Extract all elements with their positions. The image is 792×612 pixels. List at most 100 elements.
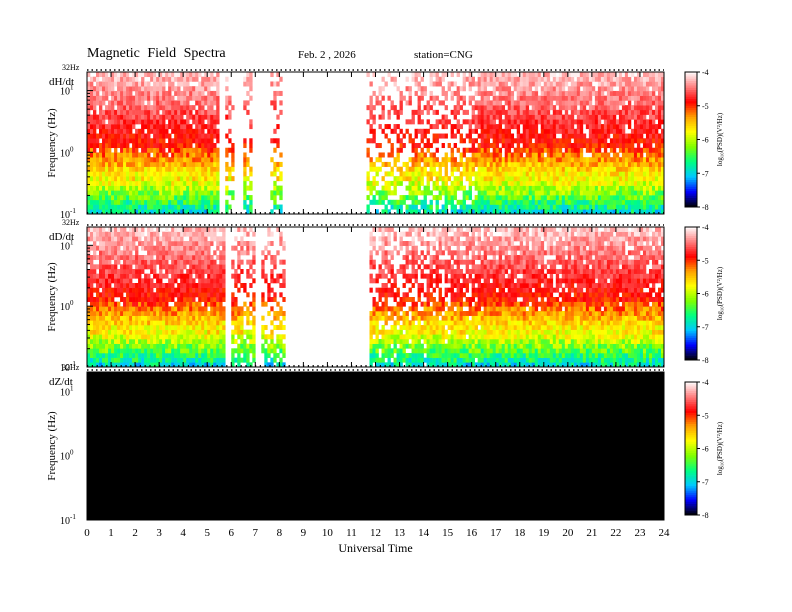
spectrogram-cell [519, 133, 524, 139]
spectrogram-cell [117, 259, 121, 265]
spectrogram-cell [414, 209, 418, 215]
spectrogram-cell [117, 119, 121, 125]
spectrogram-cell [114, 362, 118, 368]
spectrogram-cell [177, 292, 181, 298]
spectrogram-cell [660, 185, 665, 191]
spectrogram-cell [180, 357, 184, 363]
spectrogram-cell [555, 114, 560, 120]
spectrogram-cell [93, 255, 97, 260]
spectrogram-cell [105, 161, 109, 167]
spectrogram-cell [159, 86, 163, 92]
spectrogram-cell [165, 320, 169, 326]
spectrogram-cell [195, 325, 199, 330]
spectrogram-cell [132, 236, 136, 242]
spectrogram-cell [525, 152, 530, 158]
spectrogram-cell [141, 204, 145, 210]
spectrogram-cell [510, 176, 515, 182]
spectrogram-cell [120, 320, 124, 326]
spectrogram-cell [162, 250, 166, 256]
spectrogram-cell [540, 72, 545, 78]
spectrogram-cell [111, 362, 115, 368]
spectrogram-cell [201, 334, 205, 340]
spectrogram-cell [480, 152, 484, 158]
spectrogram-cell [159, 209, 163, 215]
spectrogram-cell [543, 171, 548, 177]
spectrogram-cell [225, 199, 229, 205]
spectrogram-cell [165, 143, 169, 149]
spectrogram-cell [150, 72, 154, 78]
spectrogram-cell [177, 190, 181, 196]
colorbar-label: log₁₀(PSD)(V²/Hz) [716, 112, 724, 166]
spectrogram-cell [216, 95, 220, 101]
spectrogram-cell [417, 86, 421, 92]
spectrogram-cell [135, 353, 139, 358]
spectrogram-cell [390, 152, 394, 158]
spectrogram-cell [90, 199, 94, 205]
spectrogram-cell [156, 152, 160, 158]
spectrogram-cell [525, 185, 530, 191]
spectrogram-cell [90, 119, 94, 125]
spectrogram-cell [468, 166, 472, 172]
spectrogram-cell [153, 320, 157, 326]
spectrogram-cell [642, 114, 647, 120]
spectrogram-cell [171, 147, 175, 153]
spectrogram-cell [201, 109, 205, 115]
spectrogram-cell [210, 128, 214, 134]
spectrogram-cell [186, 227, 190, 232]
spectrogram-cell [648, 157, 653, 163]
spectrogram-cell [177, 72, 181, 78]
spectrogram-cell [171, 306, 175, 312]
spectrogram-cell [144, 143, 148, 149]
spectrogram-cell [474, 161, 478, 167]
spectrogram-cell [555, 199, 560, 205]
spectrogram-cell [456, 105, 460, 111]
spectrogram-cell [114, 315, 118, 321]
spectrogram-cell [189, 124, 193, 130]
spectrogram-cell [555, 161, 560, 167]
spectrogram-cell [441, 90, 445, 96]
spectrogram-cell [156, 301, 160, 307]
spectrogram-cell [114, 343, 118, 349]
spectrogram-cell [549, 81, 554, 87]
spectrogram-cell [183, 90, 187, 96]
spectrogram-cell [177, 138, 181, 144]
spectrogram-cell [540, 176, 545, 182]
spectrogram-cell [165, 325, 169, 330]
spectrogram-cell [498, 76, 503, 82]
spectrogram-cell [519, 138, 524, 144]
spectrogram-cell [528, 190, 533, 196]
spectrogram-cell [537, 204, 542, 210]
spectrogram-cell [141, 119, 145, 125]
spectrogram-cell [165, 204, 169, 210]
spectrogram-cell [189, 287, 193, 293]
spectrogram-cell [180, 311, 184, 316]
spectrogram-cell [123, 278, 127, 284]
spectrogram-cell [570, 114, 575, 120]
spectrogram-cell [588, 209, 593, 215]
colorbar-step [685, 164, 697, 167]
spectrogram-cell [135, 199, 139, 205]
spectrogram-cell [516, 190, 521, 196]
spectrogram-cell [156, 343, 160, 349]
spectrogram-cell [441, 190, 445, 196]
spectrogram-cell [111, 315, 115, 321]
spectrogram-cell [630, 133, 635, 139]
spectrogram-cell [636, 176, 641, 182]
spectrogram-cell [159, 180, 163, 186]
spectrogram-cell [111, 119, 115, 125]
spectrogram-cell [534, 166, 539, 172]
spectrogram-cell [147, 259, 151, 265]
spectrogram-cell [597, 100, 602, 106]
spectrogram-cell [120, 195, 124, 201]
spectrogram-cell [435, 157, 439, 163]
spectrogram-cell [366, 152, 370, 158]
spectrogram-cell [492, 195, 497, 201]
spectrogram-cell [135, 311, 139, 316]
spectrogram-cell [507, 95, 512, 101]
spectrogram-cell [612, 176, 617, 182]
station-label: station=CNG [414, 49, 473, 61]
spectrogram-cell [426, 157, 430, 163]
spectrogram-cell [573, 109, 578, 115]
spectrogram-cell [588, 133, 593, 139]
spectrogram-cell [483, 72, 487, 78]
